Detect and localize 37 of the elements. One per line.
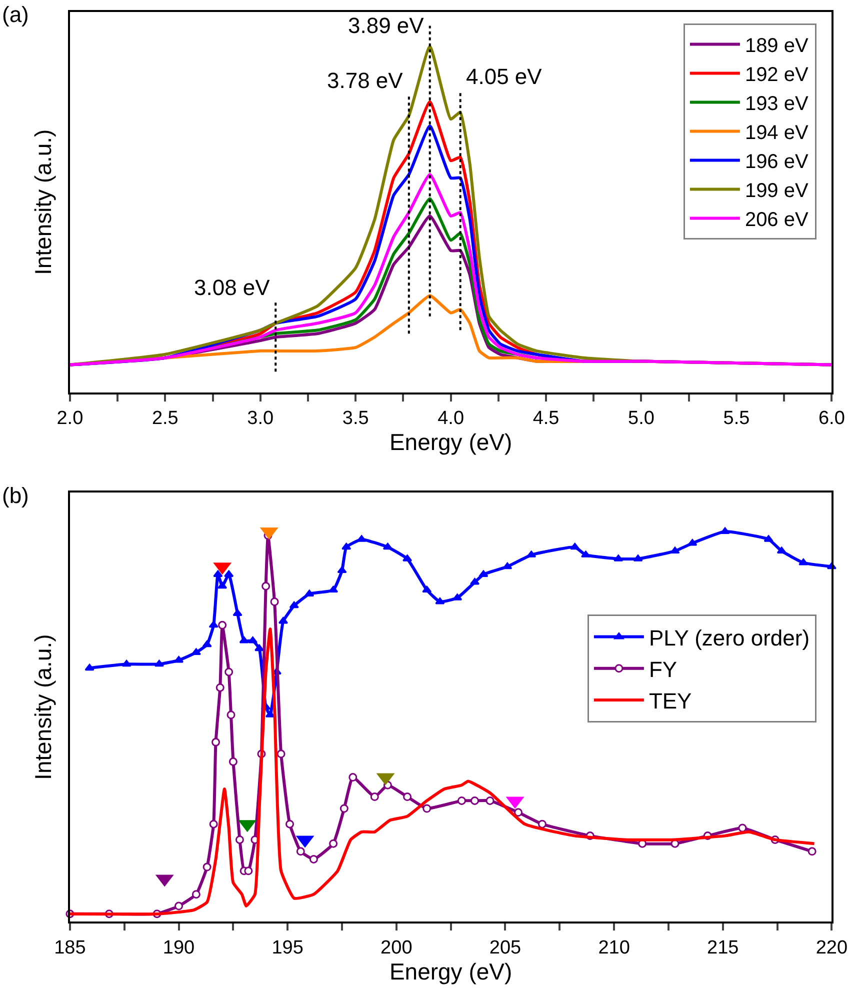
x-tick-label: 190 (162, 937, 195, 958)
text: (a) (2, 2, 29, 27)
ref-line-label: 3.89 eV (348, 13, 424, 38)
legend-label: PLY (zero order) (648, 625, 810, 650)
ref-line-label: 4.05 eV (466, 64, 542, 89)
x-tick-label: 6.0 (818, 408, 845, 430)
x-tick-label: 2.0 (56, 408, 84, 430)
text: (b) (2, 483, 29, 508)
x-axis-title: Energy (eV) (389, 958, 512, 984)
x-tick-label: 5.0 (628, 408, 654, 430)
y-axis-title: Intensity (a.u.) (30, 634, 56, 780)
x-tick-label: 4.0 (438, 408, 464, 430)
x-tick-label: 4.5 (532, 408, 560, 430)
legend-label: TEY (648, 688, 692, 714)
x-tick-label: 195 (272, 937, 304, 958)
x-tick-label: 185 (54, 937, 86, 958)
legend-label: 206 eV (744, 209, 809, 232)
legend-label: 192 eV (744, 64, 809, 86)
x-tick-label: 2.5 (152, 408, 178, 430)
x-tick-label: 3.5 (342, 408, 369, 430)
legend-label: 193 eV (744, 93, 809, 116)
legend-label: FY (648, 656, 678, 682)
ref-line-label: 3.78 eV (327, 68, 404, 93)
x-tick-label: 215 (707, 937, 739, 958)
legend-label: 196 eV (744, 151, 809, 174)
x-tick-label: 220 (816, 937, 848, 958)
legend-label: 194 eV (744, 122, 809, 144)
x-tick-label: 210 (598, 937, 630, 958)
ref-line-label: 3.08 eV (194, 275, 270, 300)
x-tick-label: 5.5 (723, 408, 750, 430)
x-tick-label: 3.0 (247, 408, 274, 430)
x-axis-title: Energy (eV) (389, 429, 512, 456)
legend-label: 189 eV (744, 35, 809, 58)
x-tick-label: 205 (489, 937, 522, 958)
x-tick-label: 200 (380, 937, 412, 958)
legend-label: 199 eV (744, 180, 809, 202)
y-axis-title: Intensity (a.u.) (30, 129, 56, 276)
